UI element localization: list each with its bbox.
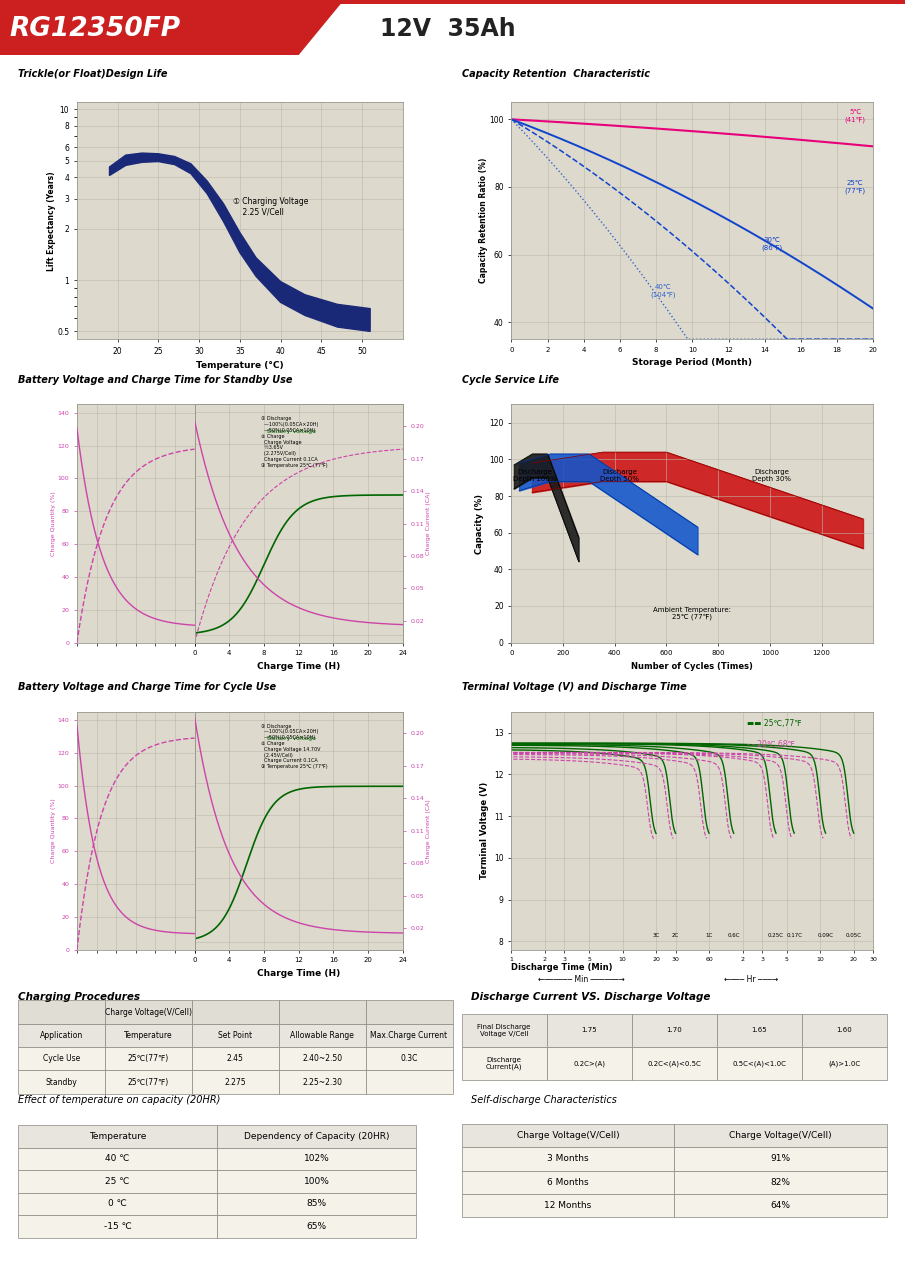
Polygon shape [110, 154, 370, 332]
Text: ① Charging Voltage
    2.25 V/Cell: ① Charging Voltage 2.25 V/Cell [233, 197, 309, 216]
Polygon shape [0, 0, 344, 55]
Text: 0.09C: 0.09C [817, 933, 834, 938]
Text: 5℃
(41℉): 5℃ (41℉) [844, 109, 866, 123]
Text: ① Discharge
  —100%(0.05CA×20H)
  —50%(0.05CA×10H)
② Charge
  Charge Voltage
  ½: ① Discharge —100%(0.05CA×20H) —50%(0.05C… [262, 416, 328, 467]
Text: 30℃
(86℉): 30℃ (86℉) [761, 237, 783, 251]
Text: 2C: 2C [672, 933, 680, 938]
Text: 40℃
(104℉): 40℃ (104℉) [651, 284, 676, 298]
Text: Terminal Voltage (V) and Discharge Time: Terminal Voltage (V) and Discharge Time [462, 682, 686, 692]
X-axis label: Storage Period (Month): Storage Period (Month) [633, 358, 752, 367]
Text: Discharge Current VS. Discharge Voltage: Discharge Current VS. Discharge Voltage [471, 992, 710, 1002]
Y-axis label: Terminal Voltage (V): Terminal Voltage (V) [480, 782, 489, 879]
Text: Effect of temperature on capacity (20HR): Effect of temperature on capacity (20HR) [18, 1096, 221, 1106]
Y-axis label: Capacity Retention Ratio (%): Capacity Retention Ratio (%) [479, 159, 488, 283]
Y-axis label: Charge Quantity (%): Charge Quantity (%) [52, 492, 56, 556]
Text: Self-discharge Characteristics: Self-discharge Characteristics [471, 1096, 616, 1106]
Text: ① Discharge
  —100%(0.05CA×20H)
  —50%(0.05CA×10H)
② Charge
  Charge Voltage 14.: ① Discharge —100%(0.05CA×20H) —50%(0.05C… [262, 723, 328, 769]
Text: Discharge
Depth 30%: Discharge Depth 30% [752, 468, 792, 481]
Text: Trickle(or Float)Design Life: Trickle(or Float)Design Life [18, 69, 167, 79]
Text: - - 20℃,68℉: - - 20℃,68℉ [747, 740, 795, 749]
Text: Battery Voltage and Charge Time for Standby Use: Battery Voltage and Charge Time for Stan… [18, 375, 292, 385]
X-axis label: Number of Cycles (Times): Number of Cycles (Times) [632, 662, 753, 671]
Text: ▬▬ 25℃,77℉: ▬▬ 25℃,77℉ [747, 719, 801, 728]
Text: 3C: 3C [653, 933, 660, 938]
Y-axis label: Charge Quantity (%): Charge Quantity (%) [52, 799, 56, 863]
Y-axis label: Charge Current (CA): Charge Current (CA) [425, 799, 431, 863]
Text: 12V  35Ah: 12V 35Ah [380, 17, 516, 41]
Y-axis label: Capacity (%): Capacity (%) [474, 494, 483, 553]
Y-axis label: Lift Expectancy (Years): Lift Expectancy (Years) [47, 172, 56, 270]
Text: Discharge
Depth 100%: Discharge Depth 100% [513, 468, 557, 481]
Text: Capacity Retention  Characteristic: Capacity Retention Characteristic [462, 69, 650, 79]
Text: Charging Procedures: Charging Procedures [18, 992, 140, 1002]
Text: 1C: 1C [705, 933, 713, 938]
Y-axis label: Battery Voltage
(V)/Per Cell: Battery Voltage (V)/Per Cell [161, 806, 172, 855]
Text: Battery Voltage: Battery Voltage [268, 736, 317, 741]
Text: Discharge Time (Min): Discharge Time (Min) [511, 964, 613, 973]
Text: Battery Voltage and Charge Time for Cycle Use: Battery Voltage and Charge Time for Cycl… [18, 682, 276, 692]
Text: RG12350FP: RG12350FP [9, 15, 180, 42]
X-axis label: Charge Time (H): Charge Time (H) [257, 662, 340, 671]
Y-axis label: Charge Current (CA): Charge Current (CA) [425, 492, 431, 556]
Text: Discharge
Depth 50%: Discharge Depth 50% [601, 468, 639, 481]
Text: 0.25C: 0.25C [768, 933, 784, 938]
Text: Ambient Temperature:
25℃ (77℉): Ambient Temperature: 25℃ (77℉) [653, 607, 731, 621]
Text: 0.17C: 0.17C [786, 933, 802, 938]
Text: 25℃
(77℉): 25℃ (77℉) [844, 180, 866, 193]
Text: Cycle Service Life: Cycle Service Life [462, 375, 558, 385]
Bar [0, 0, 905, 4]
Text: ←────── Min ──────→: ←────── Min ──────→ [538, 975, 625, 984]
Text: 0.6C: 0.6C [728, 933, 740, 938]
X-axis label: Charge Time (H): Charge Time (H) [257, 969, 340, 978]
Text: Battery Voltage: Battery Voltage [268, 429, 317, 434]
X-axis label: Temperature (°C): Temperature (°C) [196, 361, 283, 370]
Y-axis label: Battery Voltage
(V)/Per Cell: Battery Voltage (V)/Per Cell [161, 499, 172, 548]
Text: 0.05C: 0.05C [846, 933, 862, 938]
Text: ←─── Hr ───→: ←─── Hr ───→ [724, 975, 778, 984]
